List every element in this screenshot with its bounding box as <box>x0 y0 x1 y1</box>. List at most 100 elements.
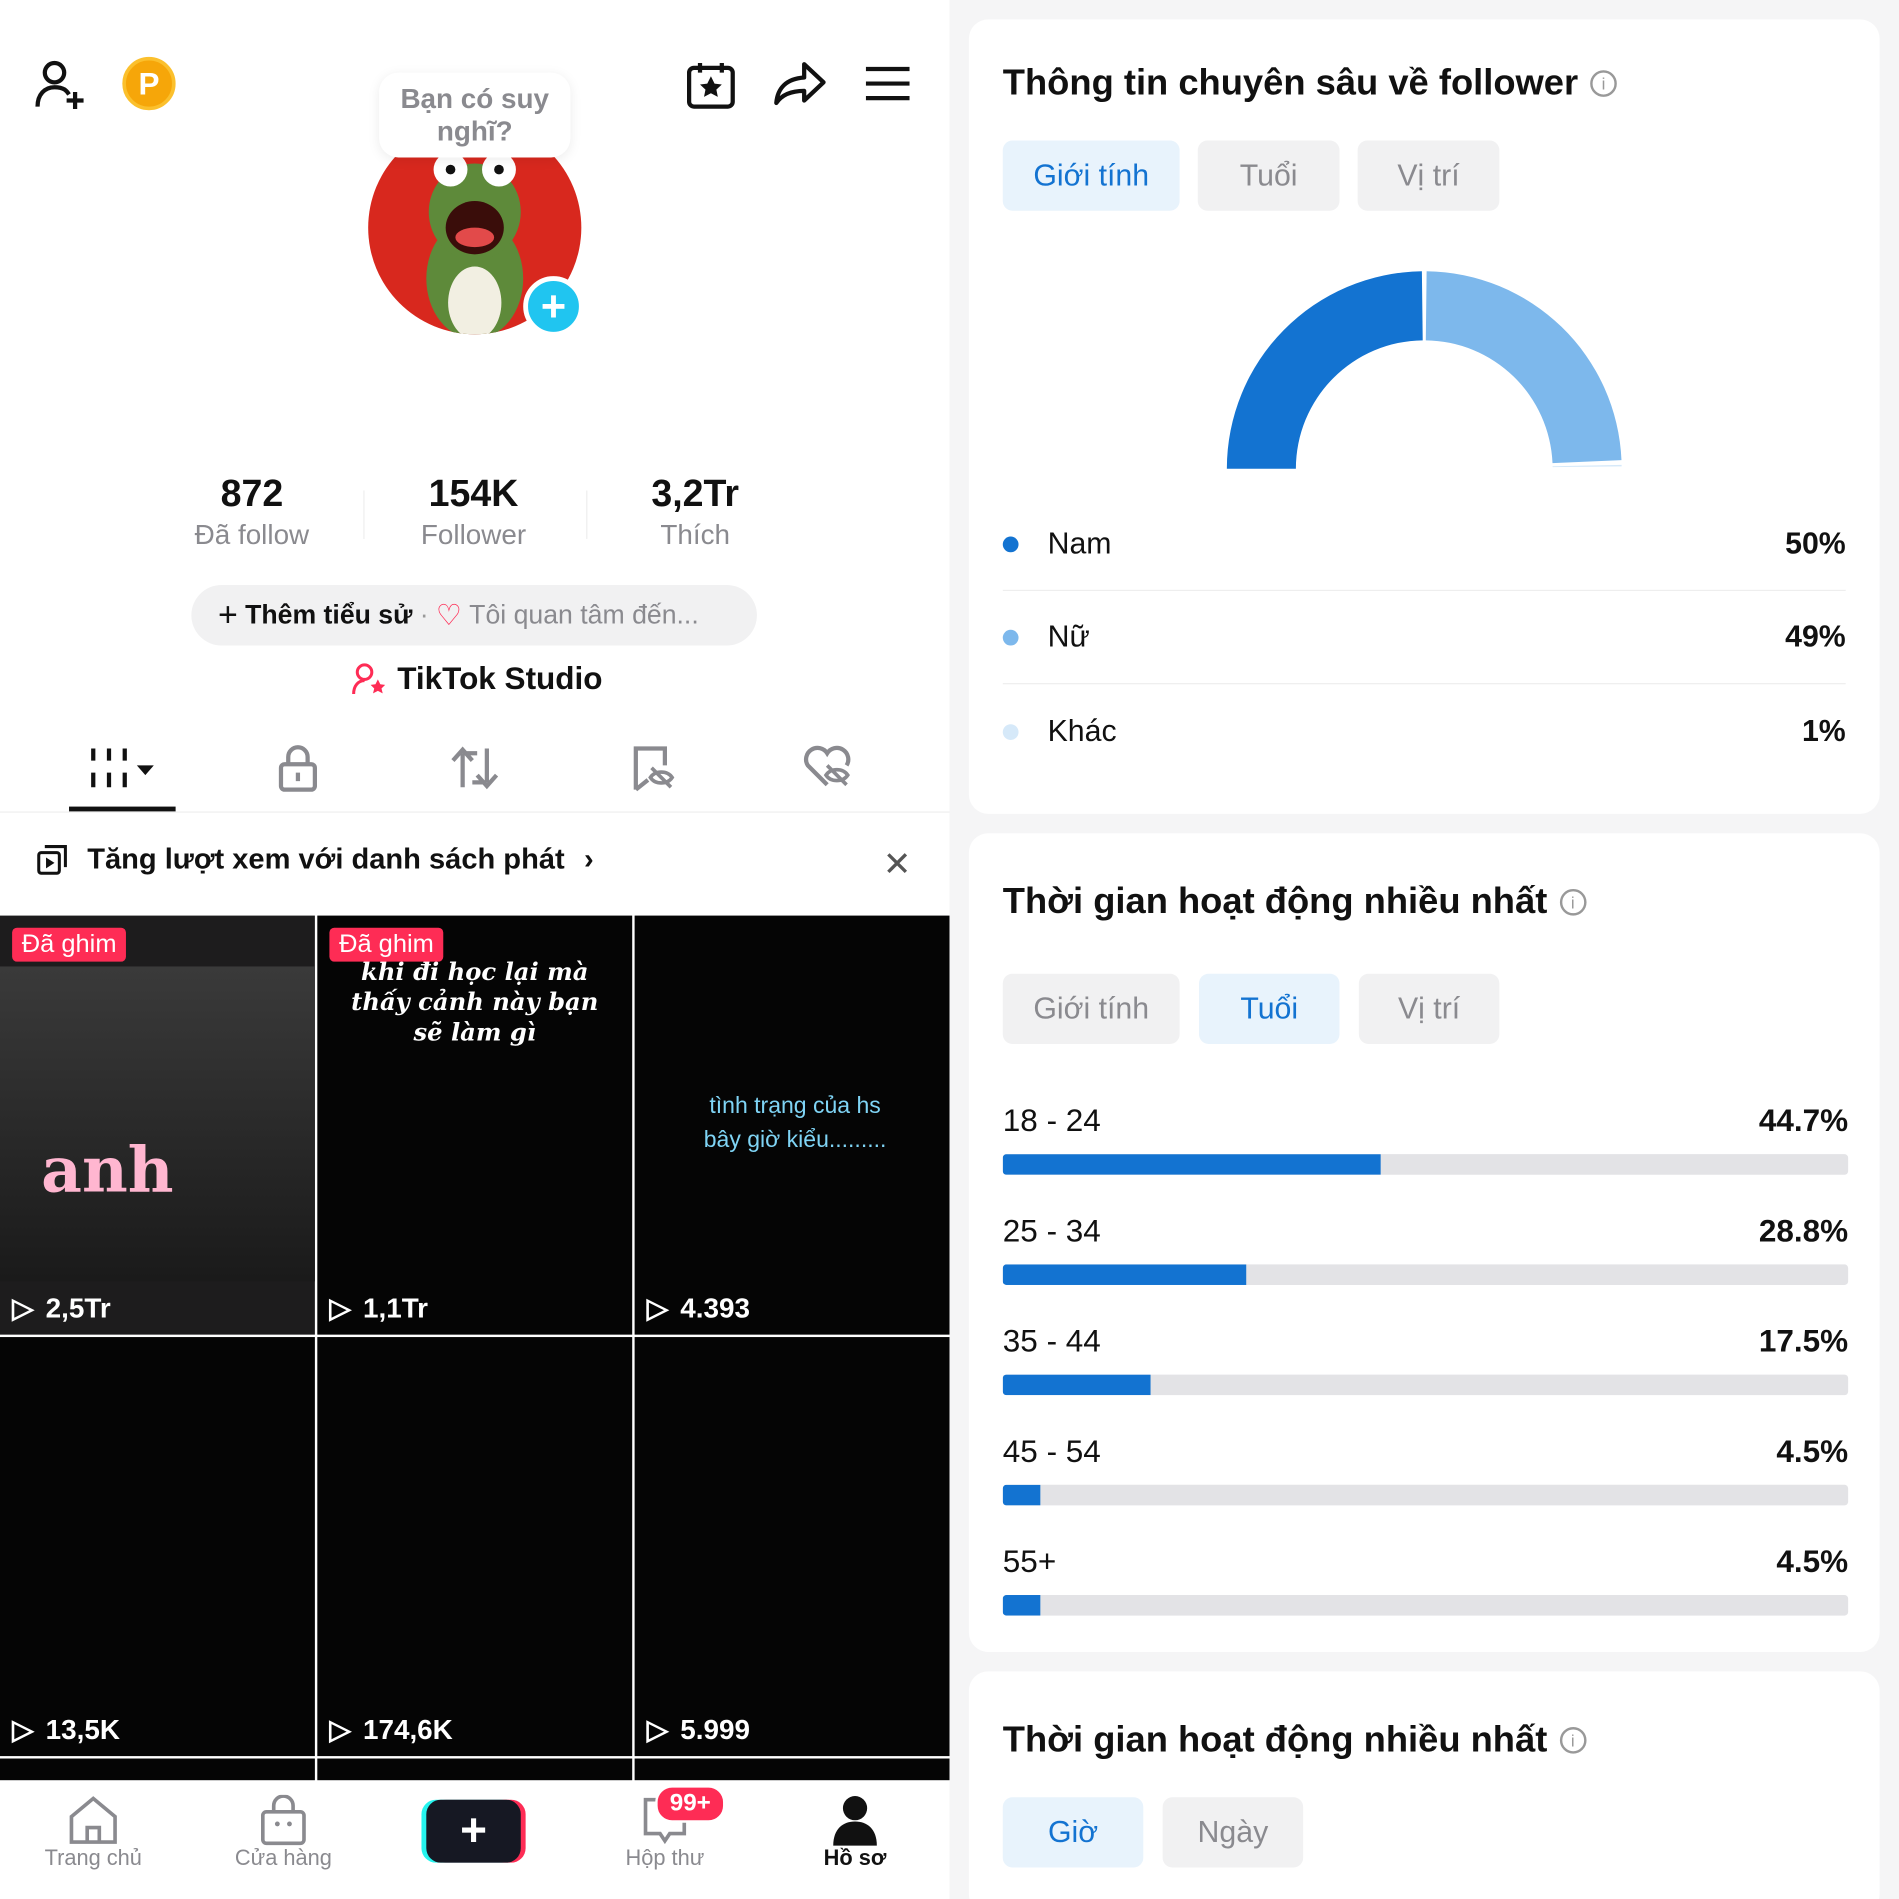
view-count: ▷ 5.999 <box>646 1713 750 1746</box>
active-time-hour-card: Thời gian hoạt động nhiều nhất i Giờ Ngày <box>968 1671 1880 1899</box>
separator: · <box>419 599 429 630</box>
legend-value: 1% <box>1801 713 1846 748</box>
thought-bubble[interactable]: Bạn có suy nghĩ? <box>379 72 571 158</box>
age-label: 25 - 34 <box>1002 1212 1101 1249</box>
gender-donut-chart <box>1226 271 1622 469</box>
video-tile[interactable]: ▷ 174,6K <box>317 1337 633 1757</box>
studio-icon <box>351 662 387 696</box>
bar-fill <box>1002 1264 1247 1285</box>
tab-saved-hidden-icon[interactable] <box>631 744 677 792</box>
tab-day[interactable]: Ngày <box>1162 1797 1304 1868</box>
stat-following[interactable]: 872 Đã follow <box>143 472 361 551</box>
tab-repost-icon[interactable] <box>451 744 499 792</box>
nav-label: Cửa hàng <box>234 1845 332 1870</box>
active-time-age-card: Thời gian hoạt động nhiều nhất i Giới tín… <box>968 833 1880 1652</box>
tab-age[interactable]: Tuổi <box>1198 973 1340 1044</box>
video-tile[interactable] <box>0 1758 315 1781</box>
video-tile[interactable]: anh Đã ghim ▷ 2,5Tr <box>0 915 315 1335</box>
play-icon: ▷ <box>329 1713 351 1746</box>
legend-label: Nữ <box>1047 620 1090 654</box>
stat-label: Đã follow <box>194 518 310 550</box>
info-icon[interactable]: i <box>1559 1727 1587 1754</box>
calendar-star-icon[interactable] <box>685 61 736 109</box>
video-tile[interactable] <box>317 1758 633 1781</box>
share-icon[interactable] <box>773 61 826 107</box>
tab-liked-hidden-icon[interactable] <box>802 744 853 790</box>
tab-gender[interactable]: Giới tính <box>1002 973 1180 1044</box>
play-icon: ▷ <box>12 1713 34 1746</box>
view-count: ▷ 2,5Tr <box>12 1292 111 1324</box>
nav-label: Hộp thư <box>625 1845 705 1870</box>
play-icon: ▷ <box>646 1713 669 1746</box>
tab-location[interactable]: Vị trí <box>1358 973 1500 1044</box>
age-value: 17.5% <box>1758 1322 1849 1359</box>
view-count: ▷ 1,1Tr <box>329 1292 429 1324</box>
tab-age[interactable]: Tuổi <box>1197 140 1340 211</box>
interest-button[interactable]: Tôi quan tâm đến... <box>469 599 699 630</box>
tab-hour[interactable]: Giờ <box>1002 1797 1144 1868</box>
bar-fill <box>1002 1484 1041 1506</box>
video-tile[interactable]: ▷ 13,5K <box>0 1337 315 1757</box>
age-label: 18 - 24 <box>1002 1102 1101 1139</box>
video-tile[interactable]: khi đi học lại mà thấy cảnh này bạn sẽ l… <box>317 915 633 1335</box>
bar-fill <box>1002 1595 1041 1616</box>
info-icon[interactable]: i <box>1590 70 1617 97</box>
video-tile[interactable] <box>634 1758 950 1781</box>
pinned-badge: Đã ghim <box>329 927 444 962</box>
bar-track <box>1002 1264 1849 1285</box>
nav-home[interactable]: Trang chủ <box>27 1795 160 1871</box>
age-label: 35 - 44 <box>1002 1322 1101 1359</box>
donut-slice-nữ <box>1425 271 1622 464</box>
donut-slice-khác <box>1552 464 1622 468</box>
bio-bar[interactable]: + Thêm tiểu sử · ♡ Tôi quan tâm đến... <box>191 584 757 646</box>
video-caption: anh <box>41 1133 174 1208</box>
coin-badge[interactable]: P <box>122 56 176 111</box>
video-caption: tình trạng của hs bây giờ kiểu......... <box>703 1093 887 1153</box>
info-icon[interactable]: i <box>1559 888 1587 916</box>
nav-shop[interactable]: Cửa hàng <box>217 1794 350 1871</box>
follower-insights-card: Thông tin chuyên sâu về follower i Giới t… <box>968 19 1880 814</box>
tab-private-lock-icon[interactable] <box>277 744 318 792</box>
divider <box>363 490 365 539</box>
playlist-banner[interactable]: Tăng lượt xem với danh sách phát › <box>36 842 594 877</box>
shop-bag-icon <box>259 1794 307 1846</box>
heart-icon: ♡ <box>435 598 462 632</box>
tiktok-studio-link[interactable]: TikTok Studio <box>351 660 603 698</box>
legend-label: Nam <box>1047 526 1112 561</box>
stat-label: Thích <box>660 518 731 550</box>
view-count: ▷ 174,6K <box>329 1713 453 1746</box>
stat-likes[interactable]: 3,2Tr Thích <box>586 472 804 551</box>
add-avatar-button[interactable]: + <box>523 276 584 337</box>
view-count: ▷ 13,5K <box>12 1713 120 1746</box>
video-caption: khi đi học lại mà thấy cảnh này bạn sẽ l… <box>351 956 599 1047</box>
legend-dot <box>1002 536 1019 553</box>
age-bar-row: 55+ 4.5% <box>1002 1543 1849 1616</box>
age-value: 44.7% <box>1758 1102 1849 1139</box>
play-icon: ▷ <box>646 1292 669 1324</box>
video-tile[interactable]: tình trạng của hs bây giờ kiểu......... … <box>634 915 950 1335</box>
chevron-right-icon: › <box>584 842 594 876</box>
nav-label: Hồ sơ <box>823 1845 887 1870</box>
stat-value: 3,2Tr <box>651 472 739 515</box>
age-bar-row: 18 - 24 44.7% <box>1002 1102 1849 1175</box>
add-friend-icon[interactable] <box>34 58 90 109</box>
plus-icon: + <box>217 595 238 634</box>
tab-videos[interactable] <box>69 741 176 812</box>
age-bar-row: 45 - 54 4.5% <box>1002 1433 1849 1506</box>
stat-followers[interactable]: 154K Follower <box>365 472 583 551</box>
video-tile[interactable]: ▷ 5.999 <box>634 1337 950 1757</box>
close-banner-button[interactable]: ✕ <box>882 845 912 883</box>
legend-dot <box>1002 629 1019 646</box>
add-bio-button[interactable]: Thêm tiểu sử <box>245 599 413 630</box>
bottom-nav: Trang chủ Cửa hàng + Hộp thư 99+ Hồ sơ <box>0 1780 950 1899</box>
legend-item: Nam 50% <box>1002 499 1846 592</box>
tab-location[interactable]: Vị trí <box>1357 140 1500 211</box>
nav-profile[interactable]: Hồ sơ <box>788 1795 921 1871</box>
tab-gender[interactable]: Giới tính <box>1002 140 1180 211</box>
play-icon: ▷ <box>12 1292 34 1324</box>
studio-label: TikTok Studio <box>397 660 603 697</box>
donut-slice-nam <box>1226 271 1423 469</box>
menu-icon[interactable] <box>865 65 911 101</box>
create-button[interactable]: + <box>426 1799 521 1863</box>
card-title: Thời gian hoạt động nhiều nhất i <box>1003 1720 1587 1761</box>
